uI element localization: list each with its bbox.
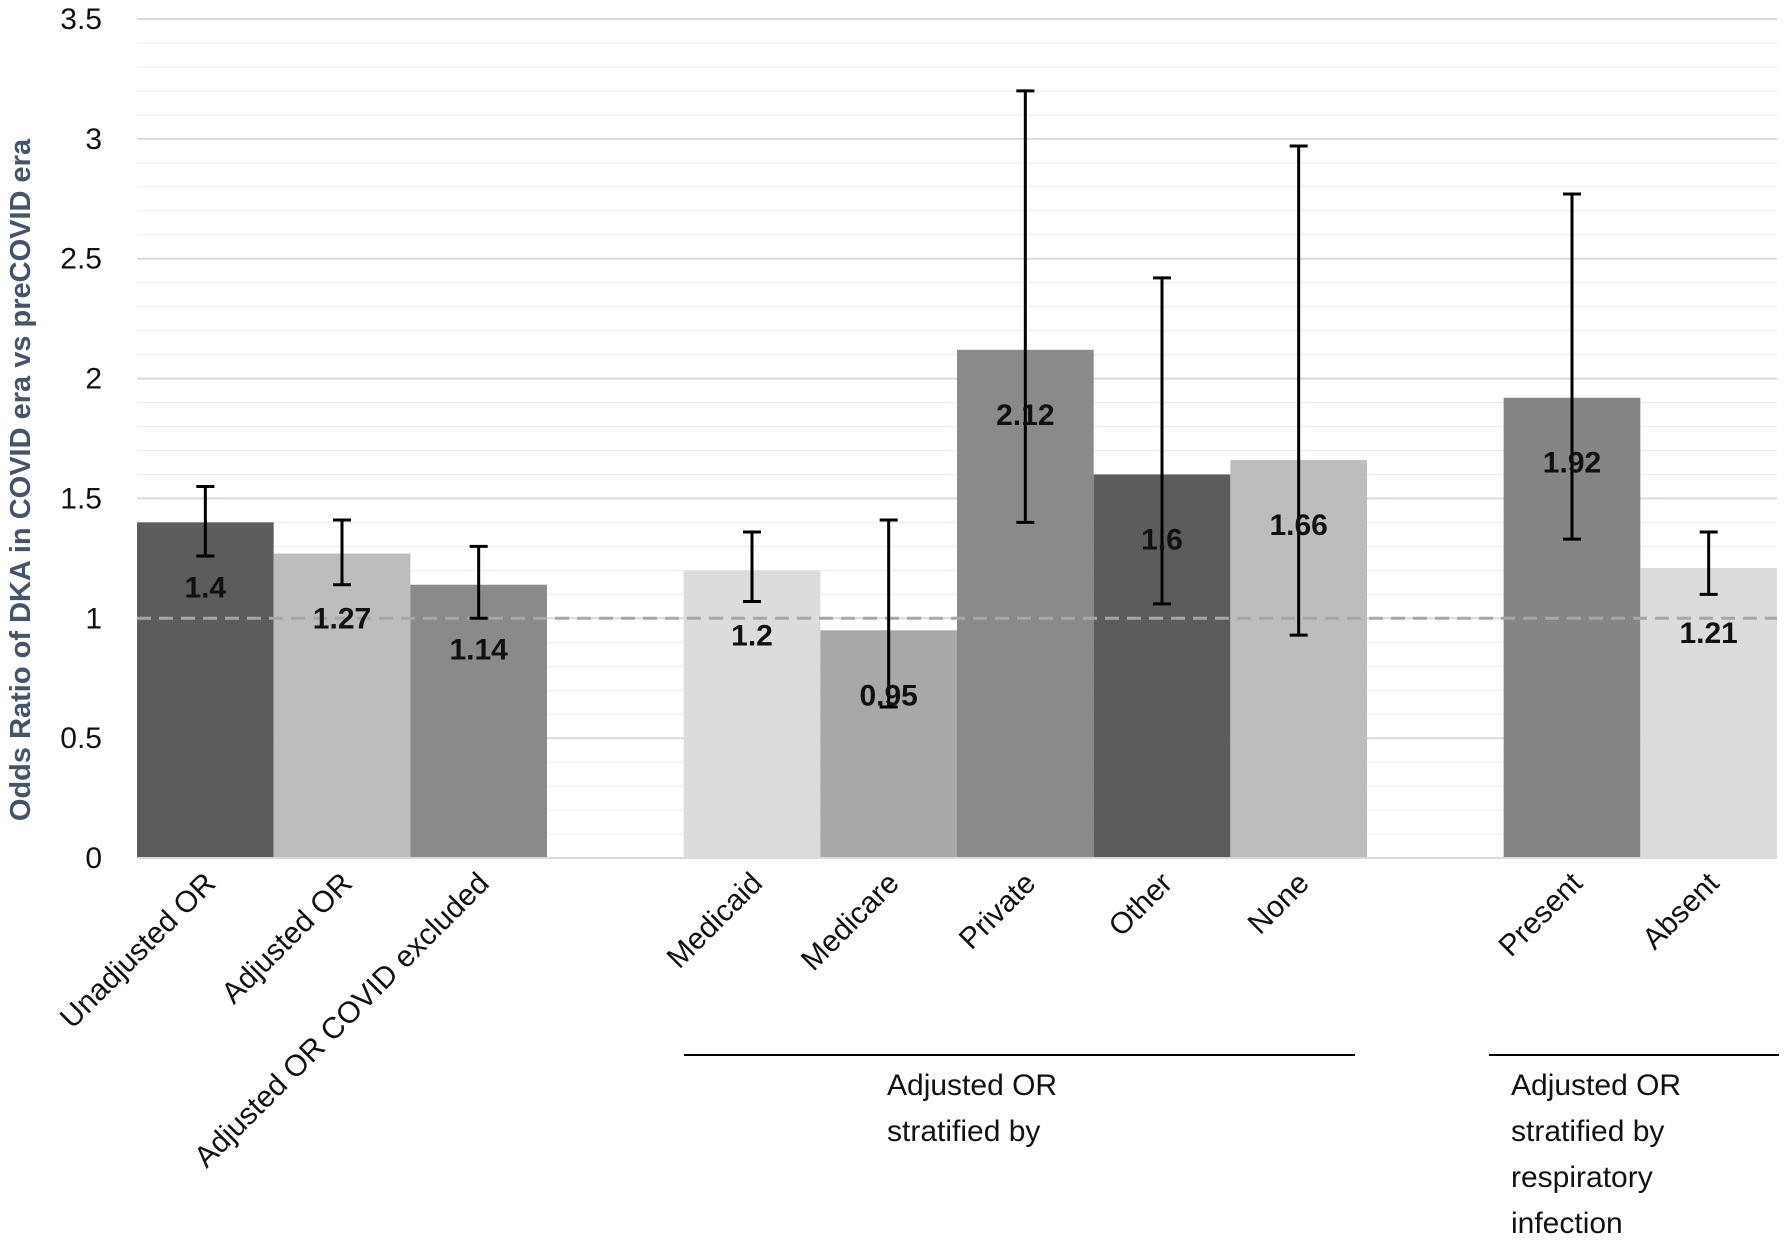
error-bar xyxy=(743,530,761,604)
error-bar xyxy=(879,518,898,709)
x-tick-label: Other xyxy=(1103,867,1179,943)
y-tick-label: 1.5 xyxy=(60,482,102,515)
y-tick-label: 0 xyxy=(85,842,102,875)
error-bar xyxy=(1289,144,1308,637)
y-tick-label: 0.5 xyxy=(60,722,102,755)
x-tick-label: Present xyxy=(1493,866,1590,963)
error-bar xyxy=(1153,276,1171,606)
bar xyxy=(137,522,274,858)
x-tick-label: Private xyxy=(953,867,1042,956)
value-label: 1.66 xyxy=(1269,509,1327,542)
x-tick-label: Medicare xyxy=(795,867,906,978)
x-tick-label: Adjusted OR xyxy=(215,867,359,1011)
error-bar xyxy=(1016,89,1035,524)
y-tick-label: 2.5 xyxy=(60,243,102,276)
x-tick-label: Unadjusted OR xyxy=(54,867,222,1035)
x-tick-label: Absent xyxy=(1636,866,1726,956)
x-tick-label: Medicaid xyxy=(661,867,769,975)
y-axis-title: Odds Ratio of DKA in COVID era vs preCOV… xyxy=(5,138,37,821)
error-bar xyxy=(1699,530,1718,596)
bar xyxy=(683,570,821,858)
value-label: 1.27 xyxy=(313,603,371,636)
group-label: Adjusted OR stratified by xyxy=(887,1069,1058,1148)
bar xyxy=(273,553,411,858)
value-label: 1.4 xyxy=(184,571,226,604)
value-label: 1.2 xyxy=(731,619,773,652)
bar xyxy=(410,584,547,858)
group-label: Adjusted OR stratified by respiratory in… xyxy=(1511,1069,1682,1240)
error-bar xyxy=(333,518,351,587)
value-label: 1.21 xyxy=(1679,617,1737,650)
y-tick-label: 2 xyxy=(85,363,102,396)
y-tick-label: 1 xyxy=(85,602,102,635)
y-tick-label: 3 xyxy=(85,123,102,156)
x-tick-label: Adjusted OR COVID excluded xyxy=(188,867,495,1174)
error-bar xyxy=(1563,192,1581,541)
value-label: 1.14 xyxy=(449,634,508,667)
error-bar xyxy=(469,544,488,620)
value-label: 0.95 xyxy=(859,679,917,712)
bar xyxy=(1640,567,1777,858)
y-tick-label: 3.5 xyxy=(60,3,102,36)
value-label: 1.92 xyxy=(1543,447,1601,480)
value-label: 1.6 xyxy=(1141,523,1183,556)
x-tick-label: None xyxy=(1242,867,1316,941)
value-label: 2.12 xyxy=(996,399,1054,432)
error-bar xyxy=(196,484,215,558)
